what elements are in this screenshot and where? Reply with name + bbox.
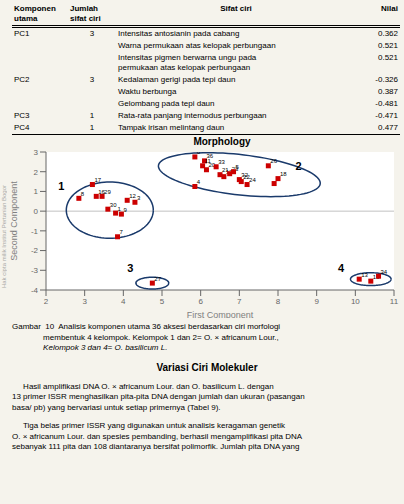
svg-text:34: 34 xyxy=(381,269,388,275)
html-text:Intensitas pigmen berwarna ung: Intensitas pigmen berwarna ungu pada per… xyxy=(118,53,257,72)
html-text:Kelompok 3 dan 4= O. basilicum: Kelompok 3 dan 4= O. basilicum L. xyxy=(12,343,168,352)
svg-text:26: 26 xyxy=(270,158,277,164)
svg-text:0: 0 xyxy=(34,207,39,216)
html-text:0.521: 0.521 xyxy=(378,41,398,50)
html-text:Variasi Ciri Molekuler: Variasi Ciri Molekuler xyxy=(156,361,258,373)
html-text:Kedalaman gerigi pada tepi dau: Kedalaman gerigi pada tepi daun xyxy=(118,75,236,84)
svg-text:2: 2 xyxy=(34,168,39,177)
html-text:PC1: PC1 xyxy=(14,29,30,38)
html-text:1: 1 xyxy=(89,111,95,120)
html-text:Komponen utama: Komponen utama xyxy=(14,4,56,23)
svg-text:17: 17 xyxy=(94,177,101,183)
svg-text:First Component: First Component xyxy=(187,310,254,318)
html-text:Jumlah sifat ciri: Jumlah sifat ciri xyxy=(70,4,101,23)
svg-text:3: 3 xyxy=(82,297,87,306)
svg-text:36: 36 xyxy=(206,153,214,160)
svg-text:1: 1 xyxy=(34,187,39,196)
svg-text:-4: -4 xyxy=(31,286,39,295)
svg-text:9: 9 xyxy=(314,297,319,306)
svg-text:27: 27 xyxy=(154,276,161,282)
svg-text:30: 30 xyxy=(110,202,117,208)
svg-text:3: 3 xyxy=(137,195,141,201)
svg-text:9: 9 xyxy=(123,207,127,213)
html-text:3: 3 xyxy=(89,29,95,38)
svg-text:1: 1 xyxy=(58,180,64,192)
svg-text:-2: -2 xyxy=(31,246,39,255)
svg-text:-3: -3 xyxy=(31,266,39,275)
html-text:Tiga belas primer ISSR yang di: Tiga belas primer ISSR yang digunakan un… xyxy=(12,421,303,451)
svg-text:2: 2 xyxy=(295,160,301,172)
svg-text:-1: -1 xyxy=(31,227,39,236)
html-text:membentuk 4 kelompok. Kelompok: membentuk 4 kelompok. Kelompok 1 dan 2= … xyxy=(12,332,279,342)
svg-text:4: 4 xyxy=(197,179,201,185)
svg-text:4: 4 xyxy=(338,262,345,274)
svg-text:4: 4 xyxy=(121,297,126,306)
svg-text:3: 3 xyxy=(34,148,39,157)
svg-text:12: 12 xyxy=(129,193,136,199)
svg-text:5: 5 xyxy=(236,164,240,170)
svg-text:6: 6 xyxy=(197,152,201,155)
html-text:Morphology: Morphology xyxy=(193,136,251,147)
svg-text:7: 7 xyxy=(120,229,124,235)
html-text:0.521: 0.521 xyxy=(378,53,398,62)
html-text:0.387: 0.387 xyxy=(378,87,398,96)
html-text:Gelombang pada tepi daun: Gelombang pada tepi daun xyxy=(118,99,215,108)
html-text:Waktu berbunga: Waktu berbunga xyxy=(118,87,177,96)
svg-text:20: 20 xyxy=(208,162,216,169)
html-text:Rata-rata panjang internodus p: Rata-rata panjang internodus perbungaan xyxy=(118,111,267,120)
html-text:Intensitas antosianin pada cab: Intensitas antosianin pada cabang xyxy=(118,29,240,38)
html-text:Hasil amplifikasi DNA O. × afr: Hasil amplifikasi DNA O. × africanum Lou… xyxy=(12,381,305,412)
svg-text:29: 29 xyxy=(104,189,111,195)
svg-text:18: 18 xyxy=(280,171,287,177)
html-text:PC3: PC3 xyxy=(14,111,30,120)
html-text:Hak cipta milik Institut Perta: Hak cipta milik Institut Pertanian Bogor xyxy=(1,185,7,288)
svg-text:8: 8 xyxy=(81,191,85,197)
svg-text:Second Component: Second Component xyxy=(9,181,19,261)
html-text:-0.471: -0.471 xyxy=(375,111,398,120)
svg-text:3: 3 xyxy=(127,262,133,274)
svg-text:22: 22 xyxy=(243,174,250,181)
svg-text:15: 15 xyxy=(373,274,380,280)
html-text:3: 3 xyxy=(89,75,95,84)
html-text:PC4: PC4 xyxy=(14,123,30,132)
svg-text:11: 11 xyxy=(390,297,396,306)
html-text:Gambar 10 Analisis komponen ut: Gambar 10 Analisis komponen utama 36 aks… xyxy=(12,322,281,331)
html-text:-0.481: -0.481 xyxy=(375,99,398,108)
html-text:0.477: 0.477 xyxy=(378,123,398,132)
svg-text:1: 1 xyxy=(118,206,122,212)
svg-text:13: 13 xyxy=(361,272,368,278)
svg-text:2: 2 xyxy=(276,176,280,182)
html-text:-0.326: -0.326 xyxy=(375,75,398,84)
svg-text:10: 10 xyxy=(351,297,360,306)
svg-text:2: 2 xyxy=(44,297,49,306)
svg-text:8: 8 xyxy=(276,297,281,306)
svg-text:7: 7 xyxy=(237,297,242,306)
html-text:Sifat ciri: Sifat ciri xyxy=(220,4,252,13)
html-text:0.362: 0.362 xyxy=(378,29,398,38)
html-text:Nilai: Nilai xyxy=(381,4,398,13)
html-text:1: 1 xyxy=(89,123,95,132)
html-text:Warna permukaan atas kelopak p: Warna permukaan atas kelopak perbungaan xyxy=(118,41,276,50)
svg-text:33: 33 xyxy=(218,159,225,165)
svg-text:6: 6 xyxy=(198,297,203,306)
svg-text:5: 5 xyxy=(160,297,165,306)
html-text:Tampak irisan melintang daun: Tampak irisan melintang daun xyxy=(118,123,225,132)
svg-text:24: 24 xyxy=(249,177,256,183)
html-text:PC2: PC2 xyxy=(14,75,30,84)
